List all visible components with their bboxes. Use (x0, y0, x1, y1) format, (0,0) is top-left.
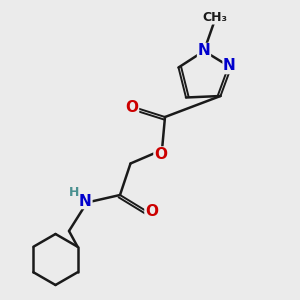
Text: O: O (145, 204, 158, 219)
Text: N: N (198, 44, 210, 59)
Text: O: O (154, 147, 167, 162)
Text: N: N (79, 194, 92, 208)
Text: N: N (223, 58, 236, 74)
Text: CH₃: CH₃ (202, 11, 228, 24)
Text: O: O (125, 100, 139, 116)
Text: H: H (69, 186, 80, 200)
